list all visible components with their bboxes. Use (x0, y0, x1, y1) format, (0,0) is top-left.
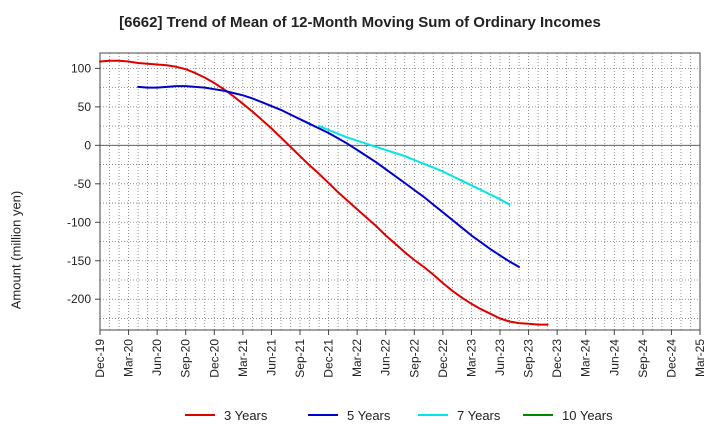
x-tick-label: Jun-21 (264, 339, 278, 376)
x-tick-label: Mar-23 (464, 339, 478, 377)
legend-label-3-years: 3 Years (224, 408, 268, 423)
y-tick-label: 100 (71, 61, 91, 75)
x-tick-label: Jun-23 (493, 339, 507, 376)
x-tick-label: Jun-24 (607, 339, 621, 376)
legend-label-7-years: 7 Years (457, 408, 501, 423)
x-tick-label: Mar-22 (350, 339, 364, 377)
x-tick-label: Dec-24 (664, 339, 678, 378)
x-tick-label: Sep-24 (636, 339, 650, 378)
x-tick-label: Jun-22 (379, 339, 393, 376)
plot-frame (99, 52, 701, 331)
x-tick-label: Dec-22 (436, 339, 450, 378)
y-tick-label: -200 (67, 292, 91, 306)
x-tick-label: Dec-19 (93, 339, 107, 378)
x-tick-label: Sep-22 (407, 339, 421, 378)
x-tick-label: Mar-24 (579, 339, 593, 377)
x-tick-label: Mar-20 (122, 339, 136, 377)
legend-label-5-years: 5 Years (347, 408, 391, 423)
x-tick-label: Dec-23 (550, 339, 564, 378)
x-tick-label: Dec-20 (207, 339, 221, 378)
x-tick-label: Mar-25 (693, 339, 707, 377)
x-tick-label: Mar-21 (236, 339, 250, 377)
series-line-3-years (99, 59, 549, 326)
y-tick-label: -100 (67, 215, 91, 229)
chart-title: [6662] Trend of Mean of 12-Month Moving … (119, 14, 601, 31)
y-tick-label: -150 (67, 254, 91, 268)
legend-label-10-years: 10 Years (562, 408, 613, 423)
x-tick-label: Sep-20 (179, 339, 193, 378)
y-tick-label: 0 (84, 138, 91, 152)
series-line-7-years (318, 125, 511, 206)
y-tick-label: -50 (74, 177, 92, 191)
y-tick-label: 50 (78, 100, 92, 114)
x-tick-label: Sep-21 (293, 339, 307, 378)
series-line-5-years (137, 85, 520, 268)
x-tick-label: Jun-20 (150, 339, 164, 376)
x-tick-label: Sep-23 (522, 339, 536, 378)
x-tick-label: Dec-21 (322, 339, 336, 378)
